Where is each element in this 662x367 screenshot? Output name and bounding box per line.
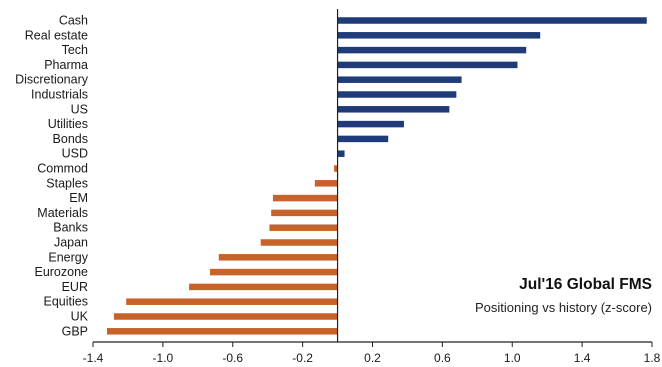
bar-commod bbox=[334, 165, 338, 172]
x-tick-label: 0.2 bbox=[364, 351, 381, 365]
category-label-commod: Commod bbox=[37, 162, 88, 176]
bar-materials bbox=[271, 209, 338, 217]
category-label-banks: Banks bbox=[53, 221, 88, 235]
x-tick-label: -1.4 bbox=[83, 351, 104, 365]
category-label-materials: Materials bbox=[37, 206, 88, 220]
x-tick-label: 1.0 bbox=[504, 351, 521, 365]
x-tick-label: -0.2 bbox=[292, 351, 313, 365]
x-tick-label: -1.0 bbox=[153, 351, 174, 365]
category-label-eur: EUR bbox=[62, 280, 88, 294]
category-label-equities: Equities bbox=[44, 295, 88, 309]
category-label-bonds: Bonds bbox=[53, 132, 88, 146]
category-label-utilities: Utilities bbox=[48, 117, 88, 131]
bar-gbp bbox=[106, 328, 338, 335]
bar-staples bbox=[314, 180, 338, 187]
x-tick-label: 1.4 bbox=[574, 351, 591, 365]
x-axis-ticks: -1.4 -1.0 -0.6 -0.2 0.2 0.6 1.0 1.4 1.8 bbox=[83, 342, 661, 365]
bar-energy bbox=[218, 254, 338, 261]
bar-uk bbox=[113, 313, 338, 320]
category-label-energy: Energy bbox=[48, 250, 88, 264]
bar-cash bbox=[337, 17, 647, 24]
bar-eur bbox=[189, 283, 338, 291]
bar-japan bbox=[260, 239, 338, 246]
chart-subtitle: Positioning vs history (z-score) bbox=[475, 300, 652, 315]
category-label-japan: Japan bbox=[54, 236, 88, 250]
chart-title: Jul'16 Global FMS bbox=[519, 276, 652, 293]
bar-us bbox=[337, 106, 450, 113]
bars-layer bbox=[106, 17, 647, 335]
bar-tech bbox=[337, 46, 527, 54]
x-tick-label: 1.8 bbox=[644, 351, 661, 365]
bar-banks bbox=[269, 224, 338, 231]
category-label-cash: Cash bbox=[59, 14, 88, 28]
category-label-staples: Staples bbox=[46, 176, 88, 190]
x-tick-label: 0.6 bbox=[434, 351, 451, 365]
bar-pharma bbox=[337, 61, 518, 69]
category-label-discretionary: Discretionary bbox=[15, 73, 89, 87]
bar-utilities bbox=[337, 120, 404, 128]
category-label-uk: UK bbox=[71, 310, 89, 324]
category-label-eurozone: Eurozone bbox=[34, 265, 88, 279]
bar-eurozone bbox=[210, 268, 338, 276]
bar-equities bbox=[126, 298, 338, 305]
bar-discretionary bbox=[337, 76, 462, 83]
category-label-gbp: GBP bbox=[62, 324, 88, 338]
bar-usd bbox=[337, 150, 345, 157]
category-label-us: US bbox=[71, 102, 88, 116]
bar-em bbox=[272, 194, 338, 202]
bar-real-estate bbox=[337, 32, 541, 39]
category-label-pharma: Pharma bbox=[44, 58, 88, 72]
bar-bonds bbox=[337, 135, 389, 143]
category-label-usd: USD bbox=[62, 147, 88, 161]
bar-industrials bbox=[337, 91, 457, 98]
category-label-industrials: Industrials bbox=[31, 88, 88, 102]
category-label-real-estate: Real estate bbox=[25, 28, 88, 42]
category-label-em: EM bbox=[69, 191, 88, 205]
x-tick-label: -0.6 bbox=[222, 351, 243, 365]
category-label-tech: Tech bbox=[62, 43, 88, 57]
